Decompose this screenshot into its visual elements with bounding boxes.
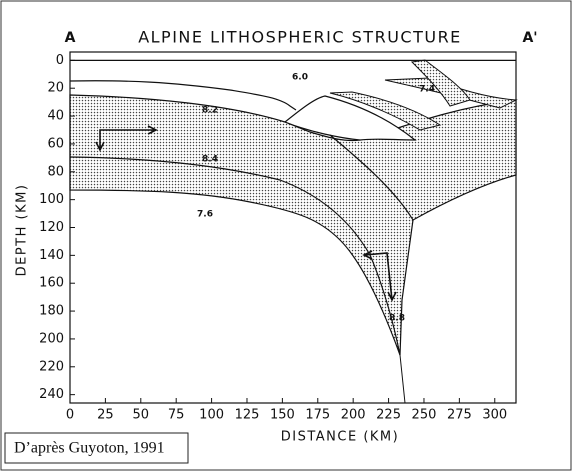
y-tick-label: 180 — [39, 304, 64, 319]
x-tick-label: 175 — [305, 408, 330, 423]
source: D’après Guyoton, 1991 — [14, 440, 165, 457]
y-tick-label: 220 — [39, 359, 64, 374]
y-tick-label: 60 — [47, 136, 64, 151]
y-tick-label: 80 — [47, 164, 64, 179]
white-lens — [283, 95, 417, 141]
y-tick-label: 0 — [56, 53, 64, 68]
boundary-line — [69, 156, 401, 356]
geology — [69, 59, 518, 404]
source-box — [4, 432, 189, 464]
y-tick-label: 40 — [47, 109, 64, 124]
boundary-line — [329, 134, 414, 221]
x-tick-label: 150 — [270, 408, 295, 423]
dotted-band — [410, 59, 471, 107]
arrow — [95, 125, 158, 152]
x-tick-label: 25 — [97, 408, 114, 423]
x-tick-label: 275 — [447, 408, 472, 423]
velocity-label: 7.4 — [419, 85, 435, 95]
boundary-line — [69, 80, 297, 111]
boundary-line — [399, 354, 406, 404]
velocity-label: 7.6 — [197, 210, 213, 220]
y-tick-label: 140 — [39, 248, 64, 263]
chart-title: ALPINE LITHOSPHERIC STRUCTURE — [138, 28, 462, 47]
velocity-label: 6.0 — [292, 73, 308, 83]
velocity-label: 8.4 — [202, 155, 218, 165]
arrow — [362, 250, 397, 302]
x-tick-label: 250 — [412, 408, 437, 423]
section-end: A' — [522, 30, 537, 46]
velocity-label: 8.2 — [202, 106, 218, 116]
x-tick-label: 225 — [376, 408, 401, 423]
x-tick-label: 100 — [199, 408, 224, 423]
y-tick-label: 200 — [39, 331, 64, 346]
x-tick-label: 300 — [482, 408, 507, 423]
x-tick-label: 75 — [168, 408, 185, 423]
x-tick-label: 125 — [235, 408, 260, 423]
y-tick-label: 160 — [39, 276, 64, 291]
dotted-band — [329, 91, 442, 131]
y-tick-label: 240 — [39, 387, 64, 402]
x-tick-label: 200 — [341, 408, 366, 423]
velocity-label: 8.8 — [389, 314, 405, 324]
x-tick-label: 50 — [133, 408, 150, 423]
section-start: A — [65, 30, 76, 46]
y-tick-label: 20 — [47, 81, 64, 96]
y-tick-label: 120 — [39, 220, 64, 235]
x-tick-label: 0 — [66, 408, 74, 423]
x-axis-label: DISTANCE (KM) — [281, 430, 399, 445]
y-tick-label: 100 — [39, 192, 64, 207]
y-axis-label: DEPTH (KM) — [15, 184, 30, 277]
